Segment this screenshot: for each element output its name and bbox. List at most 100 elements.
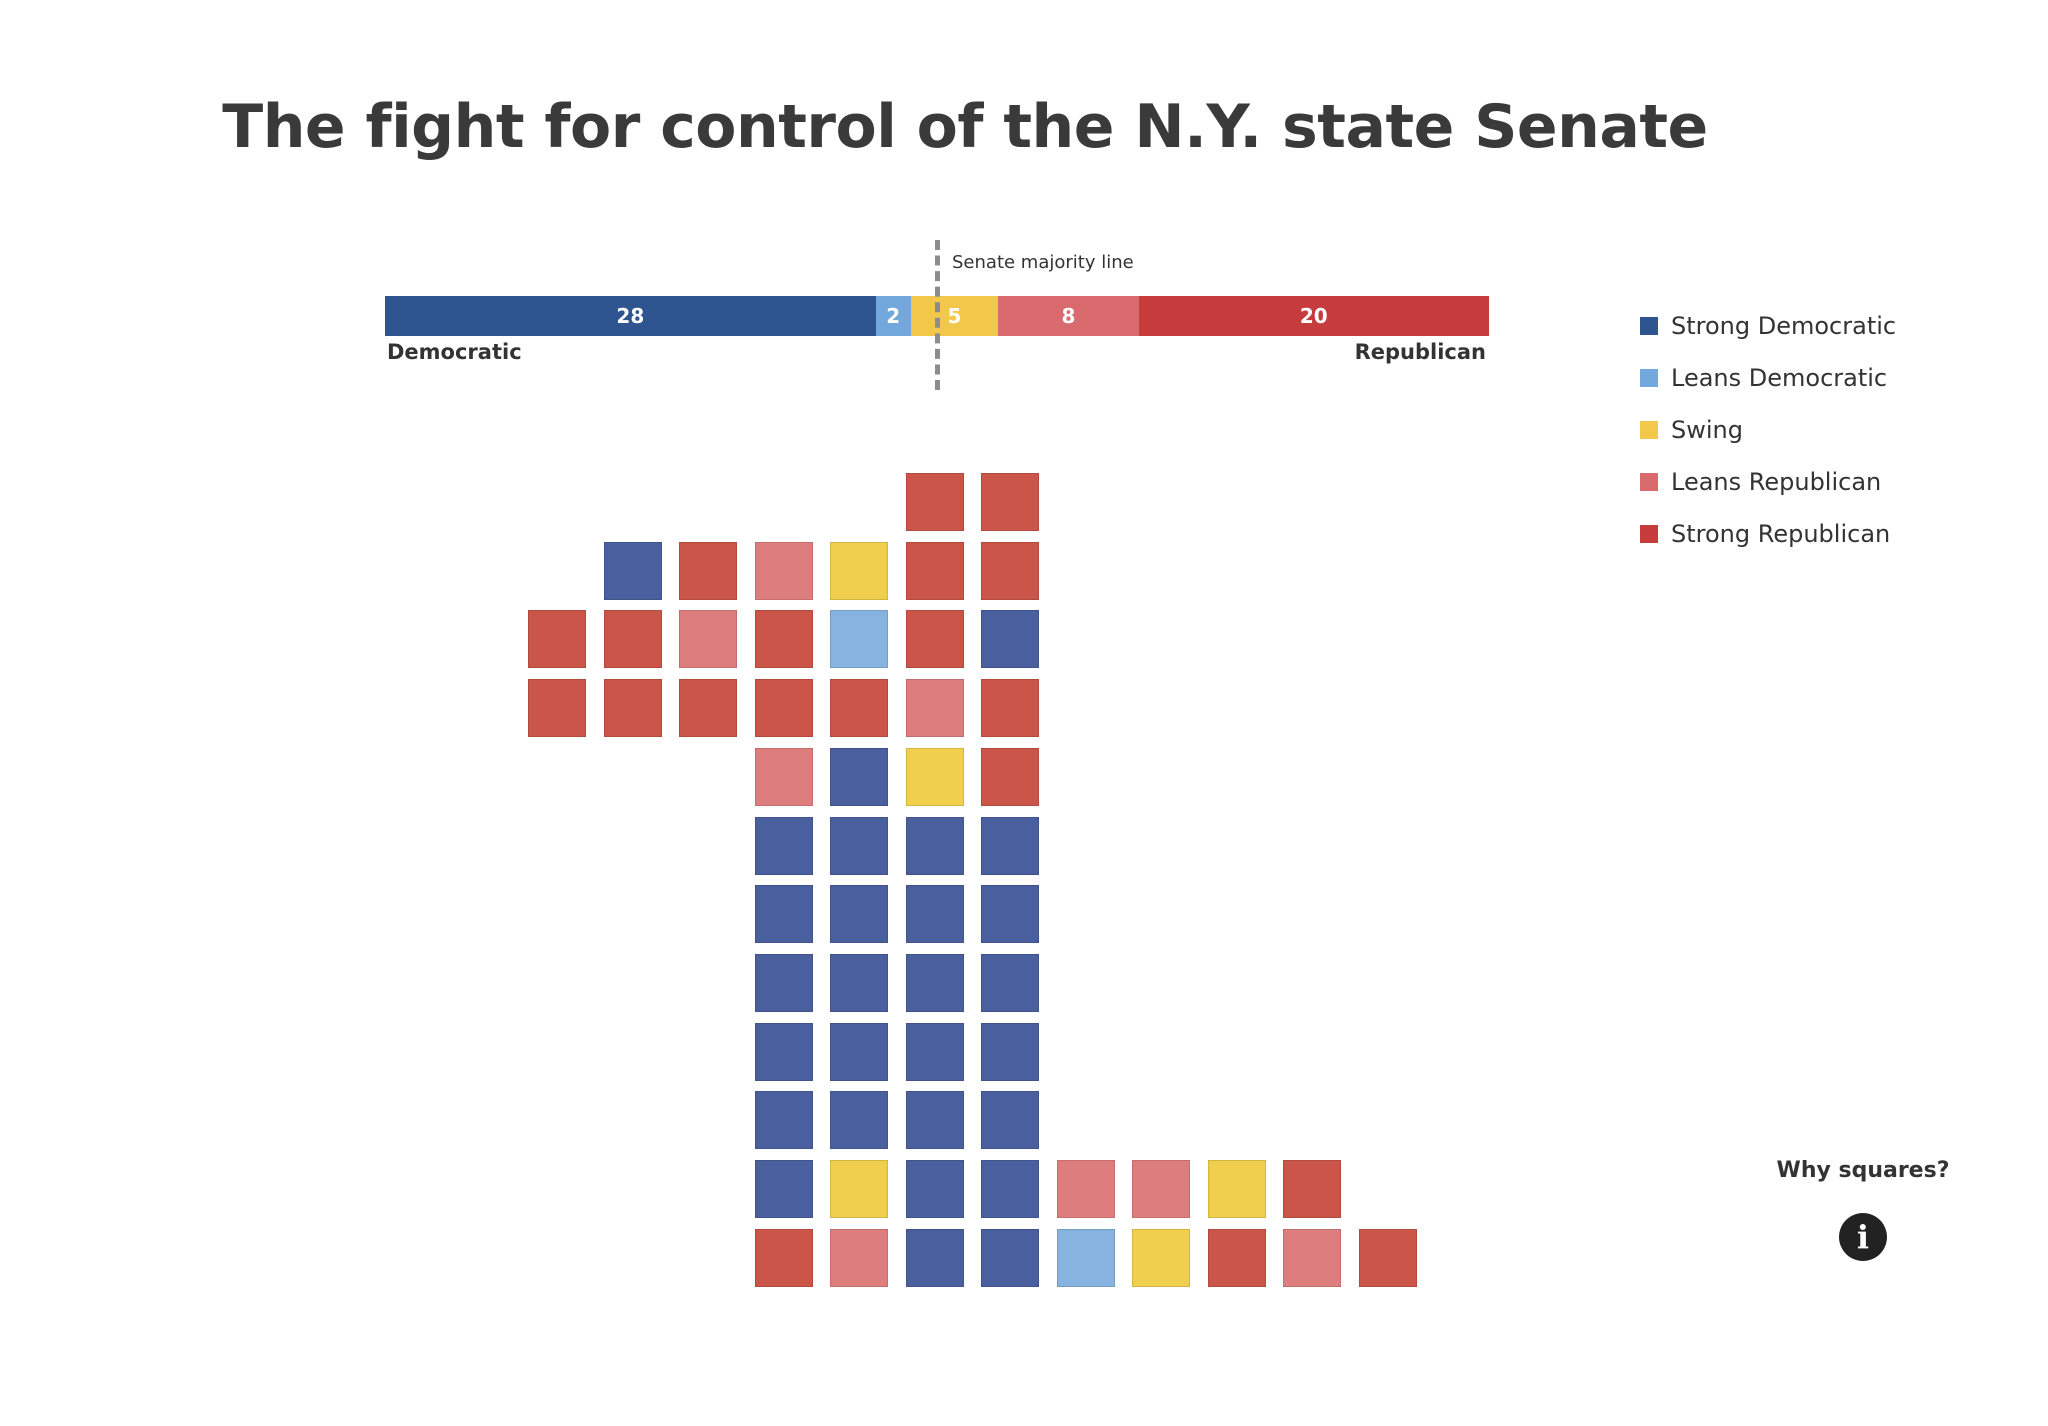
info-icon[interactable]: i: [1839, 1213, 1887, 1261]
district-square-strong-rep[interactable]: [679, 679, 737, 738]
district-square-leans-dem[interactable]: [830, 610, 888, 669]
legend-swatch: [1640, 369, 1658, 387]
district-square-strong-rep[interactable]: [1207, 1228, 1266, 1287]
district-square-leans-rep[interactable]: [905, 679, 964, 738]
district-square-strong-dem[interactable]: [905, 1228, 964, 1287]
legend-swatch: [1640, 473, 1658, 491]
bar-segment-value: 5: [947, 304, 962, 328]
district-square-swing[interactable]: [830, 541, 888, 600]
district-square-strong-dem[interactable]: [905, 1091, 964, 1150]
district-square-leans-rep[interactable]: [754, 747, 813, 806]
bar-segment-swing: 5: [910, 296, 999, 336]
majority-line-label: Senate majority line: [952, 252, 1134, 273]
district-square-leans-rep[interactable]: [830, 1228, 888, 1287]
district-square-strong-rep[interactable]: [905, 541, 964, 600]
why-squares-label[interactable]: Why squares?: [1776, 1158, 1950, 1183]
district-square-strong-rep[interactable]: [603, 610, 662, 669]
stacked-bar: 28 2 5 8 20: [385, 296, 1489, 336]
legend-label: Swing: [1671, 416, 1743, 444]
bar-segment-leans-dem: 2: [875, 296, 911, 336]
district-square-strong-dem[interactable]: [905, 885, 964, 944]
bar-segment-strong-rep: 20: [1138, 296, 1489, 336]
district-square-strong-rep[interactable]: [754, 679, 813, 738]
district-square-strong-dem[interactable]: [981, 1091, 1039, 1150]
district-square-strong-dem[interactable]: [754, 953, 813, 1012]
district-square-strong-rep[interactable]: [603, 679, 662, 738]
legend-swatch: [1640, 317, 1658, 335]
district-square-leans-rep[interactable]: [754, 541, 813, 600]
district-square-strong-dem[interactable]: [981, 1160, 1039, 1218]
district-square-strong-rep[interactable]: [1283, 1160, 1341, 1218]
district-square-strong-dem[interactable]: [981, 953, 1039, 1012]
district-square-leans-rep[interactable]: [1283, 1228, 1341, 1287]
district-square-strong-dem[interactable]: [981, 610, 1039, 669]
district-square-strong-rep[interactable]: [754, 610, 813, 669]
district-square-strong-rep[interactable]: [830, 679, 888, 738]
district-square-swing[interactable]: [1207, 1160, 1266, 1218]
district-square-leans-rep[interactable]: [1132, 1160, 1190, 1218]
summary-bar-chart: 28 2 5 8 20 Senate majority line Democratic …: [385, 240, 1489, 400]
district-square-strong-rep[interactable]: [754, 1228, 813, 1287]
page-title: The fight for control of the N.Y. state …: [222, 92, 1708, 162]
district-square-strong-dem[interactable]: [981, 1228, 1039, 1287]
district-square-strong-rep[interactable]: [528, 679, 586, 738]
district-square-strong-rep[interactable]: [981, 679, 1039, 738]
district-square-strong-dem[interactable]: [830, 1091, 888, 1150]
legend-swatch: [1640, 525, 1658, 543]
legend-swatch: [1640, 421, 1658, 439]
district-square-leans-dem[interactable]: [1056, 1228, 1115, 1287]
district-square-swing[interactable]: [830, 1160, 888, 1218]
district-square-strong-dem[interactable]: [830, 885, 888, 944]
district-square-swing[interactable]: [905, 747, 964, 806]
district-square-strong-dem[interactable]: [830, 816, 888, 875]
district-square-strong-dem[interactable]: [754, 1091, 813, 1150]
legend-label: Strong Republican: [1671, 520, 1891, 548]
bar-segment-strong-dem: 28: [385, 296, 876, 336]
district-square-leans-rep[interactable]: [1056, 1160, 1115, 1218]
district-square-strong-dem[interactable]: [830, 747, 888, 806]
district-square-strong-rep[interactable]: [905, 473, 964, 531]
legend-label: Leans Republican: [1671, 468, 1882, 496]
district-square-strong-rep[interactable]: [1358, 1228, 1417, 1287]
district-square-strong-dem[interactable]: [981, 1022, 1039, 1081]
district-square-strong-dem[interactable]: [981, 885, 1039, 944]
legend: Strong Democratic Leans Democratic Swing Le…: [1640, 300, 1896, 560]
district-square-leans-rep[interactable]: [679, 610, 737, 669]
district-square-strong-dem[interactable]: [830, 1022, 888, 1081]
district-square-strong-dem[interactable]: [905, 953, 964, 1012]
legend-item-strong-dem: Strong Democratic: [1640, 300, 1896, 352]
legend-label: Strong Democratic: [1671, 312, 1897, 340]
republican-label: Republican: [1354, 340, 1486, 364]
legend-item-leans-dem: Leans Democratic: [1640, 352, 1896, 404]
district-square-strong-dem[interactable]: [981, 816, 1039, 875]
democratic-label: Democratic: [387, 340, 522, 364]
district-square-strong-dem[interactable]: [905, 1022, 964, 1081]
district-square-strong-dem[interactable]: [754, 816, 813, 875]
district-square-strong-rep[interactable]: [981, 541, 1039, 600]
legend-label: Leans Democratic: [1671, 364, 1888, 392]
district-square-strong-rep[interactable]: [981, 473, 1039, 531]
district-square-strong-dem[interactable]: [754, 885, 813, 944]
bar-segment-value: 20: [1299, 304, 1328, 328]
district-square-strong-dem[interactable]: [905, 816, 964, 875]
district-square-strong-rep[interactable]: [679, 541, 737, 600]
district-square-strong-dem[interactable]: [830, 953, 888, 1012]
majority-line: [935, 240, 940, 390]
legend-item-leans-rep: Leans Republican: [1640, 456, 1896, 508]
district-square-strong-dem[interactable]: [754, 1022, 813, 1081]
why-squares-panel: Why squares? i: [1768, 1158, 1958, 1261]
district-square-strong-rep[interactable]: [528, 610, 586, 669]
district-square-swing[interactable]: [1132, 1228, 1190, 1287]
legend-item-swing: Swing: [1640, 404, 1896, 456]
district-square-strong-dem[interactable]: [905, 1160, 964, 1218]
district-square-strong-rep[interactable]: [905, 610, 964, 669]
district-square-strong-dem[interactable]: [754, 1160, 813, 1218]
district-square-strong-dem[interactable]: [603, 541, 662, 600]
bar-segment-value: 8: [1061, 304, 1076, 328]
district-square-strong-rep[interactable]: [981, 747, 1039, 806]
bar-segment-value: 2: [886, 304, 901, 328]
legend-item-strong-rep: Strong Republican: [1640, 508, 1896, 560]
bar-segment-value: 28: [616, 304, 645, 328]
bar-segment-leans-rep: 8: [998, 296, 1139, 336]
